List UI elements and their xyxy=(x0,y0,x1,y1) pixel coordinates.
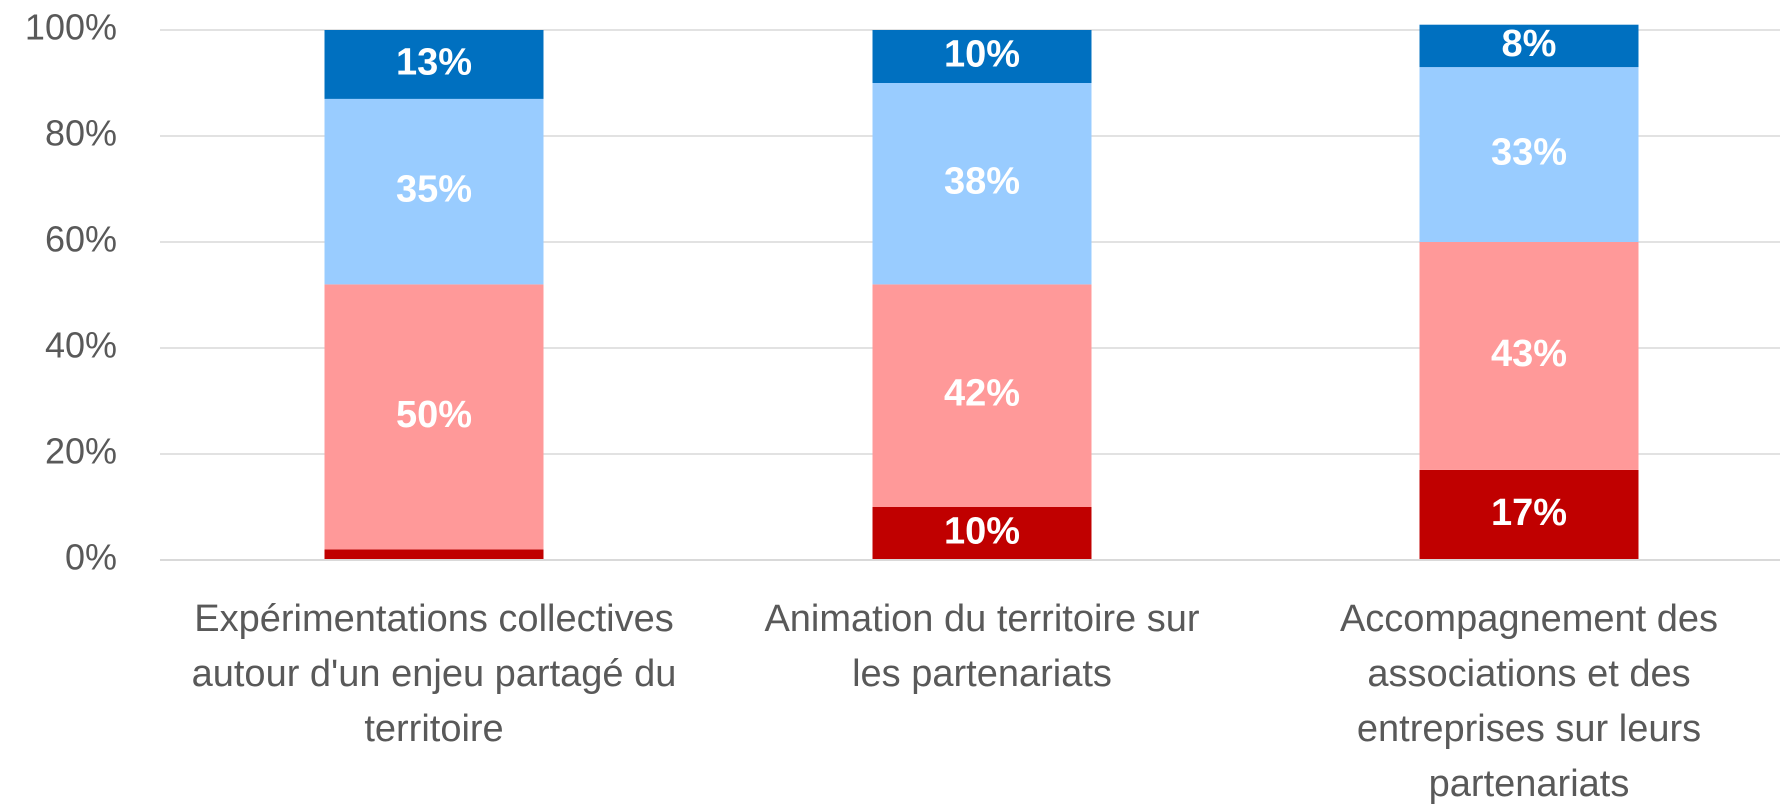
data-label: 10% xyxy=(944,34,1020,76)
x-tick-label: Animation du territoire sur les partenari… xyxy=(764,598,1199,695)
bar-segment xyxy=(872,507,1092,560)
bar-segment xyxy=(872,30,1092,83)
data-label: 42% xyxy=(944,373,1020,415)
data-label: 13% xyxy=(396,41,472,83)
x-tick-label: Accompagnement des associations et des ent… xyxy=(1340,598,1718,805)
data-label: 10% xyxy=(944,511,1020,553)
data-label: 38% xyxy=(944,161,1020,203)
bar-segment xyxy=(1419,469,1639,560)
data-label: 50% xyxy=(396,394,472,436)
bar-segment xyxy=(1419,24,1639,68)
data-label: 43% xyxy=(1491,333,1567,375)
data-label: 35% xyxy=(396,169,472,211)
y-tick-label: 0% xyxy=(65,537,117,578)
y-tick-label: 20% xyxy=(45,431,117,472)
data-label: 17% xyxy=(1491,492,1567,534)
y-tick-label: 40% xyxy=(45,325,117,366)
bar-segment xyxy=(1419,67,1639,242)
y-tick-label: 100% xyxy=(25,7,117,48)
bar-segment xyxy=(324,549,544,560)
data-label: 8% xyxy=(1502,23,1557,65)
bar-segment xyxy=(872,284,1092,507)
bar-segment xyxy=(324,98,544,285)
y-tick-label: 60% xyxy=(45,219,117,260)
x-tick-label: Expérimentations collectives autour d'un … xyxy=(192,598,677,750)
bar-segment xyxy=(324,30,544,99)
bar-segment xyxy=(324,284,544,550)
y-tick-label: 80% xyxy=(45,113,117,154)
data-label: 33% xyxy=(1491,132,1567,174)
bar-segment xyxy=(872,83,1092,285)
bar-segment xyxy=(1419,242,1639,470)
